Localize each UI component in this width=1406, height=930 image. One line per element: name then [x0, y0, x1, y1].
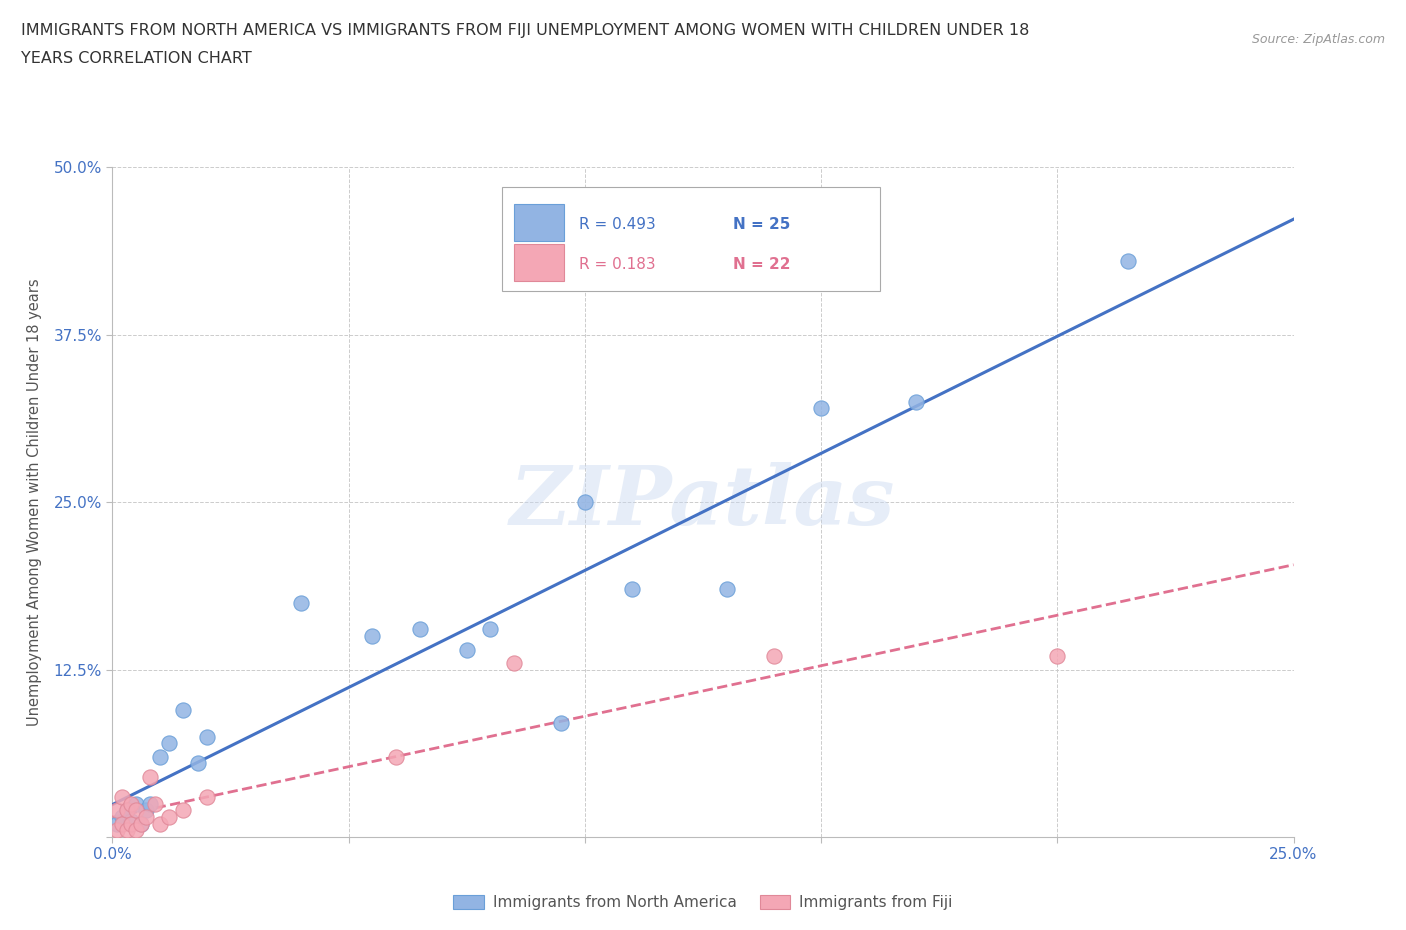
- Point: [195, 729, 218, 744]
- Point: [186, 756, 208, 771]
- Point: [172, 803, 194, 817]
- Point: [810, 401, 832, 416]
- Point: [385, 750, 408, 764]
- Point: [904, 394, 927, 409]
- Bar: [515, 245, 564, 281]
- Text: YEARS CORRELATION CHART: YEARS CORRELATION CHART: [21, 51, 252, 66]
- Point: [125, 823, 148, 838]
- Point: [456, 642, 478, 657]
- Point: [574, 495, 596, 510]
- Point: [503, 656, 526, 671]
- Point: [361, 629, 384, 644]
- Point: [135, 809, 157, 824]
- Point: [762, 649, 785, 664]
- Point: [115, 823, 138, 838]
- Point: [125, 803, 148, 817]
- Point: [129, 817, 152, 831]
- Point: [115, 803, 138, 817]
- Point: [195, 790, 218, 804]
- Text: Source: ZipAtlas.com: Source: ZipAtlas.com: [1251, 33, 1385, 46]
- Text: R = 0.493: R = 0.493: [579, 217, 655, 232]
- Point: [135, 803, 157, 817]
- Point: [111, 790, 134, 804]
- Point: [129, 817, 152, 831]
- Point: [1116, 254, 1139, 269]
- Text: N = 22: N = 22: [733, 257, 790, 272]
- Point: [111, 817, 134, 831]
- Point: [149, 817, 172, 831]
- Point: [149, 750, 172, 764]
- Point: [408, 622, 430, 637]
- Point: [105, 817, 128, 831]
- Y-axis label: Unemployment Among Women with Children Under 18 years: Unemployment Among Women with Children U…: [28, 278, 42, 726]
- Text: ZIPatlas: ZIPatlas: [510, 462, 896, 542]
- Point: [105, 823, 128, 838]
- Point: [120, 796, 142, 811]
- Point: [111, 809, 134, 824]
- Point: [621, 582, 644, 597]
- Point: [115, 803, 138, 817]
- Point: [550, 716, 572, 731]
- Text: N = 25: N = 25: [733, 217, 790, 232]
- Point: [157, 809, 180, 824]
- Point: [125, 796, 148, 811]
- Point: [172, 702, 194, 717]
- Point: [1046, 649, 1069, 664]
- Point: [716, 582, 738, 597]
- Point: [120, 817, 142, 831]
- Point: [139, 769, 162, 784]
- Point: [157, 736, 180, 751]
- Text: IMMIGRANTS FROM NORTH AMERICA VS IMMIGRANTS FROM FIJI UNEMPLOYMENT AMONG WOMEN W: IMMIGRANTS FROM NORTH AMERICA VS IMMIGRA…: [21, 23, 1029, 38]
- Point: [120, 814, 142, 829]
- Bar: [515, 205, 564, 241]
- Point: [143, 796, 166, 811]
- Point: [139, 796, 162, 811]
- Point: [290, 595, 312, 610]
- Point: [479, 622, 502, 637]
- Text: R = 0.183: R = 0.183: [579, 257, 655, 272]
- Point: [105, 803, 128, 817]
- Legend: Immigrants from North America, Immigrants from Fiji: Immigrants from North America, Immigrant…: [447, 889, 959, 916]
- FancyBboxPatch shape: [502, 188, 880, 291]
